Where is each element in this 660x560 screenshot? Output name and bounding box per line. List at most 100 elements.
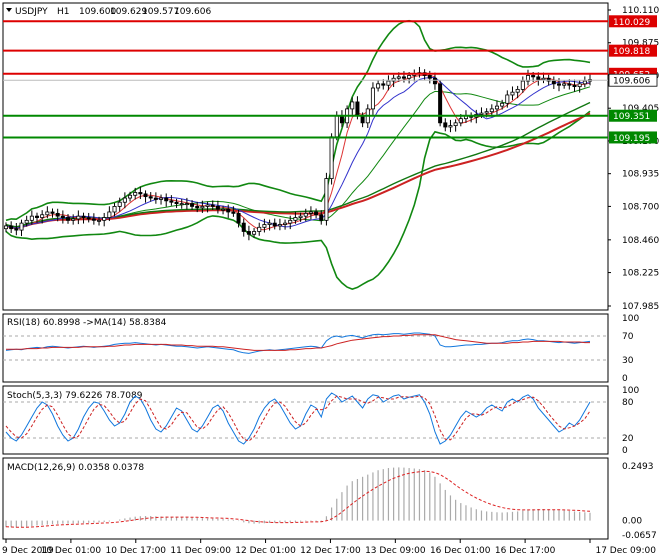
candle <box>293 211 298 224</box>
candle <box>376 80 381 92</box>
price-tick-label: 109.875 <box>622 39 659 49</box>
candle <box>138 186 143 200</box>
price-plot <box>4 19 593 290</box>
candle <box>107 206 112 222</box>
time-tick-label: 11 Dec 09:00 <box>170 546 231 556</box>
macd-pane-frame <box>2 457 609 540</box>
macd-tick-label: 0.2493 <box>622 462 654 472</box>
dropdown-triangle-icon[interactable] <box>6 8 12 12</box>
candle <box>205 201 210 213</box>
candle <box>370 82 375 115</box>
candle <box>319 210 324 225</box>
candle <box>50 208 55 218</box>
rsi-pane-frame <box>2 313 609 383</box>
candle <box>81 212 86 224</box>
level-tag-label: 109.195 <box>613 134 650 144</box>
price-levels: 110.029109.818109.652109.351109.195109.6… <box>3 15 658 144</box>
candle <box>572 79 577 92</box>
price-open: 109.600 <box>79 7 116 17</box>
osc-series-line <box>6 334 590 351</box>
candle <box>510 86 515 101</box>
price-high: 109.629 <box>110 7 147 17</box>
candle <box>324 172 329 226</box>
level-tag-label: 109.818 <box>613 47 650 57</box>
candle <box>55 208 60 222</box>
candle <box>283 219 288 230</box>
stoch-plot <box>3 392 608 445</box>
osc-tick-label: 100 <box>622 314 639 324</box>
level-tag <box>609 44 657 57</box>
price-tick-label: 108.225 <box>622 269 659 279</box>
stoch-label: Stoch(5,3,3) 79.6226 78.7089 <box>7 391 143 401</box>
candle <box>381 79 386 90</box>
candle <box>174 198 179 208</box>
macd-plot <box>5 467 591 528</box>
price-symbol: USDJPY <box>15 7 48 17</box>
time-tick-label: 12 Dec 17:00 <box>300 546 361 556</box>
candle <box>226 204 231 218</box>
candle <box>236 209 241 228</box>
candle <box>143 190 148 203</box>
candle <box>169 195 174 206</box>
candle <box>60 210 65 224</box>
osc-tick-label: 0 <box>622 446 628 456</box>
candle <box>386 75 391 91</box>
candle <box>19 219 24 237</box>
candle <box>215 200 220 214</box>
candle <box>133 187 138 200</box>
price-tick-label: 109.405 <box>622 104 659 114</box>
osc-tick-label: 20 <box>622 434 634 444</box>
rsi-pane: RSI(18) 60.8998 ->MA(14) 58.8384 100 70 30… <box>2 313 639 384</box>
price-close: 109.606 <box>174 7 211 17</box>
candle <box>448 119 453 133</box>
macd-pane: MACD(12,26,9) 0.0358 0.0378 0.2493 0.00 -0… <box>2 457 657 541</box>
candle <box>562 80 567 89</box>
level-tag <box>609 131 657 144</box>
candle <box>210 200 215 210</box>
candle <box>24 215 29 227</box>
osc-tick-label: 30 <box>622 356 634 366</box>
candle <box>71 214 76 225</box>
price-tick-label: 108.935 <box>622 170 659 180</box>
candle <box>314 208 319 219</box>
candle <box>298 212 303 222</box>
candle <box>9 221 14 234</box>
candle <box>200 200 205 213</box>
price-tick-label: 108.700 <box>622 202 659 212</box>
candle <box>505 90 510 108</box>
time-tick-label: 16 Dec 01:00 <box>430 546 491 556</box>
candle <box>86 212 91 223</box>
candle <box>102 212 107 227</box>
candle <box>241 218 246 237</box>
candle <box>520 76 525 93</box>
candle <box>195 201 200 213</box>
candle <box>267 219 272 231</box>
time-tick-label: 9 Dec 2019 <box>2 546 54 556</box>
candle <box>122 192 127 209</box>
candle <box>164 193 169 207</box>
candle <box>29 210 34 225</box>
candle <box>443 118 448 132</box>
bollinger-upper-line <box>5 19 591 222</box>
candle <box>112 202 117 217</box>
candle <box>582 76 587 88</box>
candle <box>179 199 184 209</box>
time-tick-label: 10 Dec 17:00 <box>106 546 167 556</box>
candle <box>525 69 530 86</box>
price-pane: USDJPY H1 109.600 109.629 109.577 109.60… <box>2 2 659 312</box>
candle <box>246 225 251 241</box>
candle <box>567 79 572 90</box>
candle <box>577 80 582 93</box>
candle <box>391 74 396 88</box>
rsi-axis: 100 70 30 0 <box>622 314 639 384</box>
macd-tick-label: 0.00 <box>622 517 642 527</box>
macd-label: MACD(12,26,9) 0.0358 0.0378 <box>7 463 144 473</box>
candle <box>117 197 122 212</box>
candle <box>4 222 9 233</box>
price-tick-label: 110.110 <box>622 6 659 16</box>
current-price-label: 109.606 <box>613 77 650 87</box>
candle <box>257 222 262 236</box>
candle <box>329 133 334 185</box>
candle <box>288 215 293 230</box>
